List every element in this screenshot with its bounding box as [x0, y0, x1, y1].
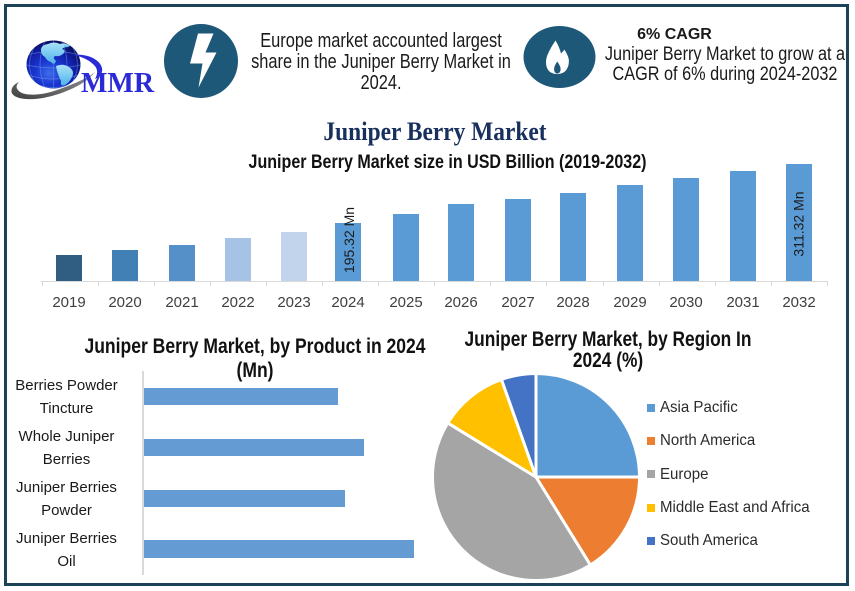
- svg-text:MMR: MMR: [81, 68, 155, 99]
